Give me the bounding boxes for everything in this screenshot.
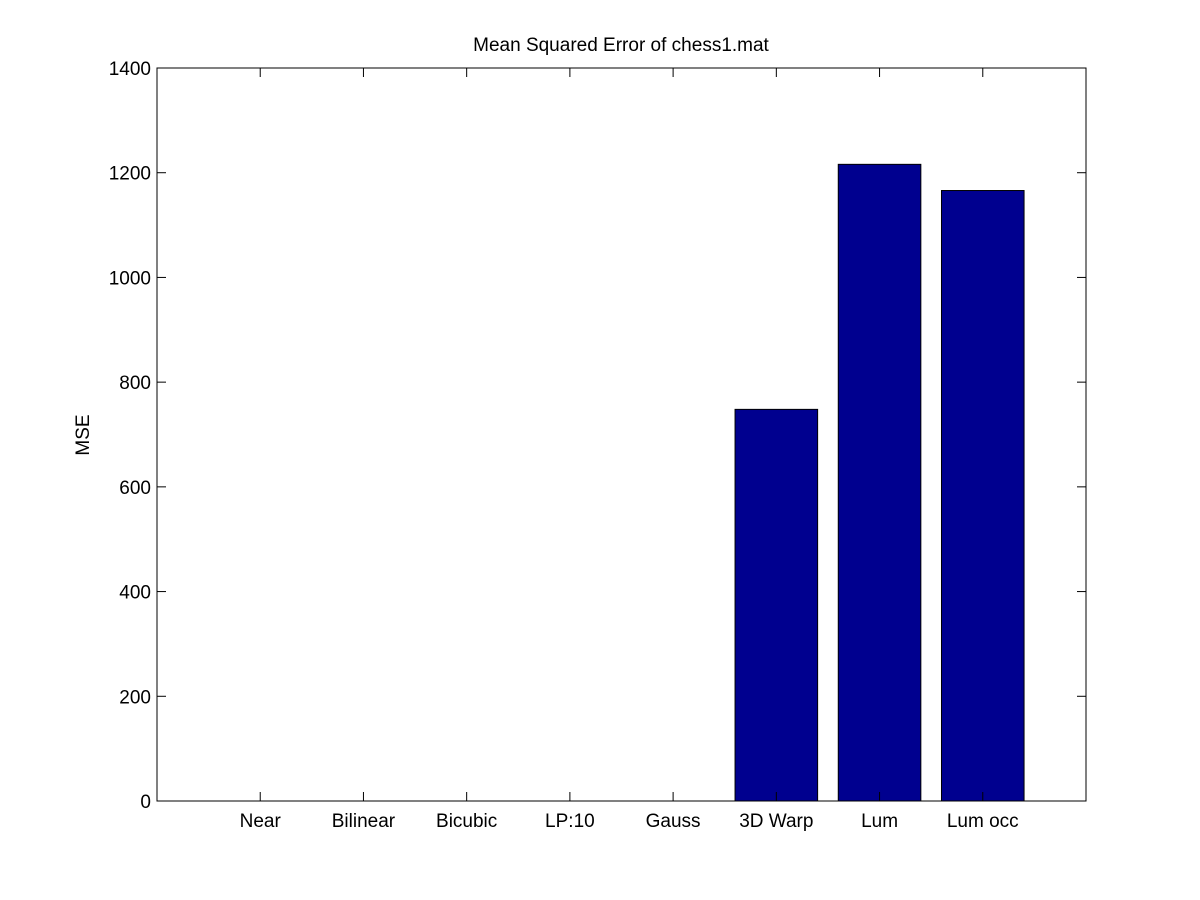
y-tick-label: 1200: [109, 164, 151, 185]
labels-layer: Near Bilinear Bicubic LP:10 Gauss 3D Warp Lum L…: [109, 59, 1019, 832]
y-tick-label: 0: [140, 792, 151, 813]
chart-title: Mean Squared Error of chess1.mat: [473, 35, 769, 56]
x-tick-label: Near: [240, 811, 282, 832]
y-tick-label: 1000: [109, 268, 151, 289]
y-tick-label: 400: [119, 583, 151, 604]
plot-frame: [156, 67, 1087, 802]
bars-layer: [734, 163, 1025, 802]
x-tick-label: Lum occ: [947, 811, 1019, 832]
y-axis-label: MSE: [73, 414, 94, 455]
plot-area: [157, 68, 1086, 801]
bar-lum: [837, 163, 922, 802]
x-tick-label: 3D Warp: [739, 811, 813, 832]
bar-3d-warp: [734, 408, 819, 802]
bar-lum-occ: [940, 190, 1025, 802]
y-tick-label: 800: [119, 373, 151, 394]
x-tick-label: Bicubic: [436, 811, 497, 832]
y-tick-label: 200: [119, 687, 151, 708]
x-tick-label: Gauss: [646, 811, 701, 832]
x-tick-label: LP:10: [545, 811, 595, 832]
x-tick-label: Bilinear: [332, 811, 396, 832]
y-tick-label: 1400: [109, 59, 151, 80]
x-tick-label: Lum: [861, 811, 898, 832]
y-tick-label: 600: [119, 478, 151, 499]
